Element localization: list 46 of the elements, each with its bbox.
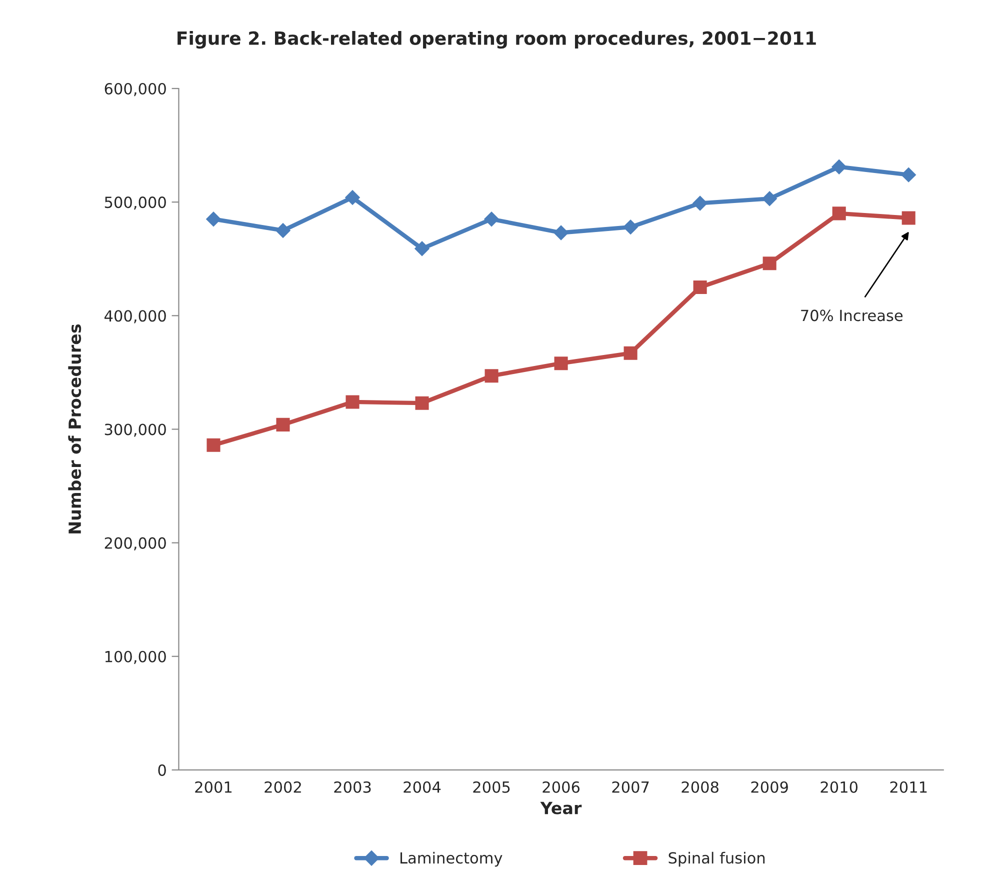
y-tick-label: 0	[158, 764, 166, 776]
x-tick-label: 2011	[890, 781, 927, 793]
x-tick-label: 2010	[820, 781, 858, 793]
point	[415, 396, 429, 410]
y-tick-label: 500,000	[104, 196, 166, 210]
point	[484, 212, 499, 227]
point	[762, 191, 777, 206]
point	[414, 241, 430, 256]
point	[484, 369, 498, 383]
point	[901, 167, 916, 182]
point	[902, 211, 916, 225]
x-tick-label: 2006	[542, 781, 580, 793]
legend-label: Laminectomy	[400, 852, 502, 867]
y-axis-title: Number of Procedures	[68, 324, 82, 534]
point	[554, 225, 568, 240]
point	[692, 196, 708, 211]
x-axis-title: Year	[540, 802, 582, 814]
point	[624, 346, 638, 360]
x-tick-label: 2002	[264, 781, 301, 793]
y-tick-label: 100,000	[105, 650, 166, 664]
point	[832, 206, 846, 220]
x-tick-label: 2007	[612, 781, 649, 793]
x-tick-label: 2003	[334, 781, 371, 793]
y-tick-label: 200,000	[104, 537, 166, 550]
point	[832, 159, 846, 174]
y-tick-label: 300,000	[104, 424, 166, 437]
y-tick-label: 600,000	[104, 82, 166, 96]
point	[623, 220, 638, 234]
annotation: 70% Increase	[801, 310, 903, 322]
legend-label: Spinal fusion	[668, 852, 765, 867]
point	[206, 438, 220, 452]
point	[206, 212, 221, 227]
point	[345, 190, 360, 205]
point	[346, 395, 360, 409]
x-tick-label: 2009	[751, 781, 788, 793]
x-tick-label: 2004	[404, 781, 441, 793]
point	[276, 223, 290, 238]
point	[554, 356, 568, 370]
y-tick-label: 400,000	[104, 310, 166, 324]
point	[762, 256, 776, 270]
chart-title: Figure 2. Back-related operating room procedures, 2001−2011	[178, 30, 816, 49]
x-tick-label: 2005	[473, 781, 510, 793]
point	[693, 280, 707, 294]
point	[276, 418, 290, 432]
x-tick-label: 2008	[682, 781, 718, 793]
x-tick-label: 2001	[195, 781, 232, 793]
